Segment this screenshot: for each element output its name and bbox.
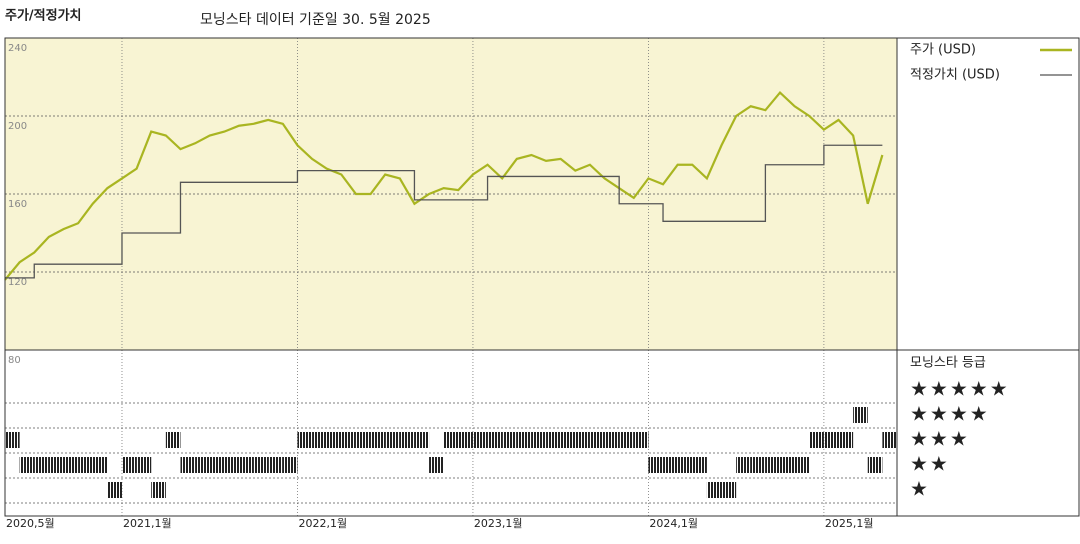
- rating-bar: [736, 457, 751, 473]
- rating-bar: [633, 432, 649, 448]
- rating-bar: [663, 457, 678, 473]
- rating-bar: [648, 457, 664, 473]
- rating-bar: [238, 457, 254, 473]
- frame: [4, 37, 1080, 517]
- rating-bar: [34, 457, 49, 473]
- rating-bar: [19, 457, 35, 473]
- rating-bar: [268, 457, 283, 473]
- rating-bar: [853, 407, 868, 423]
- chart-title: 주가/적정가치: [5, 8, 82, 24]
- rating-bar: [750, 457, 766, 473]
- rating-bar: [575, 432, 590, 448]
- rating-bar: [63, 457, 79, 473]
- rating-bar: [414, 432, 430, 448]
- rating-bar: [765, 457, 781, 473]
- rating-bar: [560, 432, 576, 448]
- rating-bar: [341, 432, 356, 448]
- rating-bar: [589, 432, 605, 448]
- rating-bar: [121, 457, 137, 473]
- rating-bar: [458, 432, 473, 448]
- rating-bar: [399, 432, 415, 448]
- rating-bar: [209, 457, 225, 473]
- x-tick-label: 2024,1월: [649, 517, 698, 530]
- rating-bar: [706, 482, 722, 498]
- rating-bar: [5, 432, 20, 448]
- series-line: [5, 144, 883, 279]
- rating-bar: [165, 432, 181, 448]
- rating-bar: [297, 432, 313, 448]
- rating-bar: [809, 432, 824, 448]
- chart-subtitle: 모닝스타 데이터 기준일 30. 5월 2025: [200, 12, 431, 28]
- rating-label: ★: [910, 477, 930, 501]
- rating-bar: [721, 482, 737, 498]
- x-tick-label: 2025,1월: [825, 517, 874, 530]
- rating-label: ★★★★: [910, 402, 990, 426]
- legend-label: 주가 (USD): [910, 43, 976, 58]
- y-tick-label: 160: [8, 199, 27, 210]
- x-tick-label: 2023,1월: [474, 517, 523, 530]
- rating-bar: [531, 432, 547, 448]
- rating-bar: [472, 432, 488, 448]
- rating-label: ★★: [910, 452, 950, 476]
- rating-bar: [92, 457, 108, 473]
- rating-bar: [195, 457, 210, 473]
- y-tick-label: 120: [8, 277, 27, 288]
- rating-bar: [282, 457, 298, 473]
- y-tick-label: 80: [8, 355, 21, 366]
- rating-bar: [48, 457, 64, 473]
- rating-bar: [780, 457, 795, 473]
- rating-bar: [78, 457, 93, 473]
- rating-bar: [487, 432, 503, 448]
- rating-bar: [355, 432, 371, 448]
- rating-bar: [107, 482, 122, 498]
- rating-bar: [370, 432, 386, 448]
- rating-bar: [838, 432, 854, 448]
- rating-bar: [546, 432, 561, 448]
- y-tick-label: 200: [8, 121, 27, 132]
- x-tick-label: 2020,5월: [6, 517, 55, 530]
- rating-bar: [619, 432, 634, 448]
- rating-bar: [516, 432, 532, 448]
- rating-bar: [604, 432, 620, 448]
- x-tick-label: 2021,1월: [123, 517, 172, 530]
- rating-bar: [253, 457, 269, 473]
- series-line: [4, 91, 884, 281]
- rating-bar: [794, 457, 810, 473]
- rating-label: ★★★: [910, 427, 970, 451]
- x-tick-label: 2022,1월: [298, 517, 347, 530]
- rating-bar: [312, 432, 327, 448]
- rating-bar: [224, 457, 239, 473]
- rating-bar: [823, 432, 839, 448]
- rating-label: ★★★★★: [910, 377, 1010, 401]
- rating-bar: [136, 457, 152, 473]
- y-tick-label: 240: [8, 43, 27, 54]
- rating-bar: [180, 457, 196, 473]
- rating-bar: [867, 457, 883, 473]
- legend-label: 적정가치 (USD): [910, 68, 1000, 83]
- rating-bar: [502, 432, 517, 448]
- rating-bar: [151, 482, 166, 498]
- rating-bar: [882, 432, 897, 448]
- rating-bar: [326, 432, 342, 448]
- rating-bar: [385, 432, 400, 448]
- rating-title: 모닝스타 등급: [910, 356, 986, 371]
- rating-bar: [443, 432, 459, 448]
- rating-bar: [692, 457, 707, 473]
- rating-bar: [429, 457, 444, 473]
- rating-bar: [677, 457, 693, 473]
